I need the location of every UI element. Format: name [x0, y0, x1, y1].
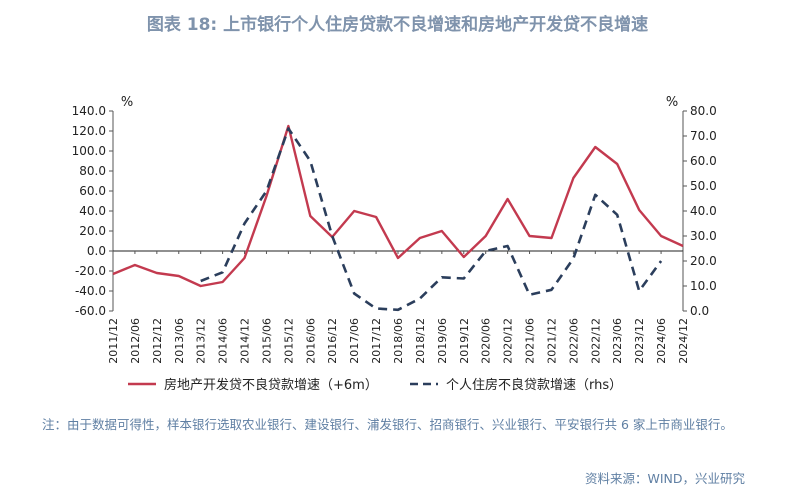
x-tick-label: 2011/12 — [107, 318, 120, 364]
chart-area: -60.0 -40.0 -20.0 0.0 20.0 40.0 60.0 80.0 100.0 1… — [72, 95, 717, 393]
x-tick-label: 2015/12 — [282, 318, 295, 364]
footnote: 注：由于数据可得性，样本银行选取农业银行、建设银行、浦发银行、招商银行、兴业银行… — [42, 417, 733, 432]
left-tick-label: 140.0 — [72, 104, 106, 118]
x-tick-label: 2020/12 — [502, 318, 515, 364]
legend-label: 房地产开发贷不良贷款增速（+6m） — [164, 377, 378, 393]
right-tick-label: 70.0 — [690, 129, 717, 143]
right-axis-unit: % — [666, 95, 678, 110]
x-tick-label: 2012/06 — [129, 318, 142, 364]
x-tick-label: 2013/06 — [173, 318, 186, 364]
left-tick-label: 120.0 — [72, 124, 106, 138]
right-tick-label: 30.0 — [690, 229, 717, 243]
left-tick-label: -40.0 — [75, 284, 106, 298]
left-tick-label: 40.0 — [79, 204, 106, 218]
left-tick-label: 20.0 — [79, 224, 106, 238]
legend-label: 个人住房不良贷款增速（rhs） — [446, 377, 622, 393]
source-note: 资料来源：WIND，兴业研究 — [584, 471, 745, 486]
x-tick-label: 2024/12 — [677, 318, 690, 364]
right-tick-label: 20.0 — [690, 254, 717, 268]
x-tick-label: 2022/12 — [589, 318, 602, 364]
x-tick-label: 2018/06 — [392, 318, 405, 364]
right-tick-label: 0.0 — [690, 304, 709, 318]
x-tick-label: 2017/06 — [348, 318, 361, 364]
left-tick-label: 80.0 — [79, 164, 106, 178]
right-tick-label: 40.0 — [690, 204, 717, 218]
left-tick-label: 60.0 — [79, 184, 106, 198]
x-tick-label: 2019/06 — [436, 318, 449, 364]
x-tick-label: 2021/12 — [545, 318, 558, 364]
x-tick-label: 2017/12 — [370, 318, 383, 364]
plot-lines — [112, 124, 684, 312]
series-line-dev-loan-npl — [112, 124, 684, 288]
axes: -60.0 -40.0 -20.0 0.0 20.0 40.0 60.0 80.0 100.0 1… — [72, 95, 717, 364]
x-tick-label: 2020/06 — [480, 318, 493, 364]
right-tick-label: 60.0 — [690, 154, 717, 168]
left-tick-label: -60.0 — [75, 304, 106, 318]
left-tick-label: 100.0 — [72, 144, 106, 158]
right-tick-label: 10.0 — [690, 279, 717, 293]
x-tick-label: 2018/12 — [414, 318, 427, 364]
x-tick-label: 2024/06 — [655, 318, 668, 364]
x-tick-label: 2022/06 — [567, 318, 580, 364]
left-tick-label: 0.0 — [87, 244, 106, 258]
chart-title: 图表 18: 上市银行个人住房贷款不良增速和房地产开发贷不良增速 — [146, 15, 649, 35]
x-tick-label: 2021/06 — [524, 318, 537, 364]
x-tick-label: 2012/12 — [151, 318, 164, 364]
x-tick-label: 2019/12 — [458, 318, 471, 364]
series-line-mortgage-npl — [200, 127, 663, 312]
x-tick-label: 2015/06 — [260, 318, 273, 364]
legend: 房地产开发贷不良贷款增速（+6m） 个人住房不良贷款增速（rhs） — [128, 377, 622, 393]
x-tick-label: 2016/06 — [304, 318, 317, 364]
x-tick-label: 2014/12 — [239, 318, 252, 364]
x-tick-label: 2014/06 — [217, 318, 230, 364]
right-tick-label: 80.0 — [690, 104, 717, 118]
x-tick-label: 2016/12 — [326, 318, 339, 364]
left-axis-unit: % — [121, 95, 133, 110]
x-tick-label: 2013/12 — [195, 318, 208, 364]
x-tick-label: 2023/06 — [611, 318, 624, 364]
x-tick-label: 2023/12 — [633, 318, 646, 364]
right-tick-label: 50.0 — [690, 179, 717, 193]
left-tick-label: -20.0 — [75, 264, 106, 278]
